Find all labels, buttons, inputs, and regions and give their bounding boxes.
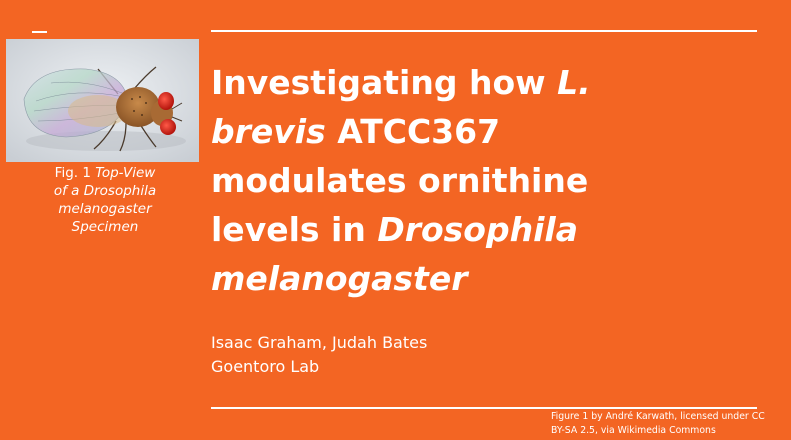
title-part-5: modulates ornithine — [211, 161, 589, 200]
title-part-7: Drosophila — [377, 210, 578, 249]
credit-line-2: BY-SA 2.5, via Wikimedia Commons — [551, 425, 716, 436]
title-part-3: brevis — [211, 112, 326, 151]
slide-title: Investigating how L. brevis ATCC367 modu… — [211, 58, 691, 303]
image-credit: Figure 1 by André Karwath, licensed unde… — [551, 410, 791, 438]
caption-text-line3: melanogaster — [58, 201, 152, 217]
figure-caption: Fig. 1 Top-View of a Drosophila melanoga… — [20, 164, 190, 236]
title-part-8: melanogaster — [211, 259, 468, 298]
drosophila-photo — [6, 39, 199, 162]
title-part-1: Investigating how — [211, 63, 558, 102]
lab-name: Goentoro Lab — [211, 357, 320, 376]
title-part-6: levels in — [211, 210, 378, 249]
caption-text-line2: of a Drosophila — [53, 183, 157, 199]
title-part-4: ATCC367 — [325, 112, 501, 151]
caption-text-line1: Top-View — [95, 165, 156, 181]
credit-line-1: Figure 1 by André Karwath, licensed unde… — [551, 411, 765, 422]
top-divider — [211, 30, 757, 32]
bottom-divider — [211, 407, 757, 409]
caption-label: Fig. 1 — [54, 165, 91, 181]
fly-image — [6, 39, 199, 162]
top-left-dash — [32, 31, 47, 33]
author-names: Isaac Graham, Judah Bates — [211, 333, 428, 352]
caption-text-line4: Specimen — [71, 219, 139, 235]
title-part-2: L. — [557, 63, 591, 102]
author-block: Isaac Graham, Judah Bates Goentoro Lab — [211, 331, 427, 379]
